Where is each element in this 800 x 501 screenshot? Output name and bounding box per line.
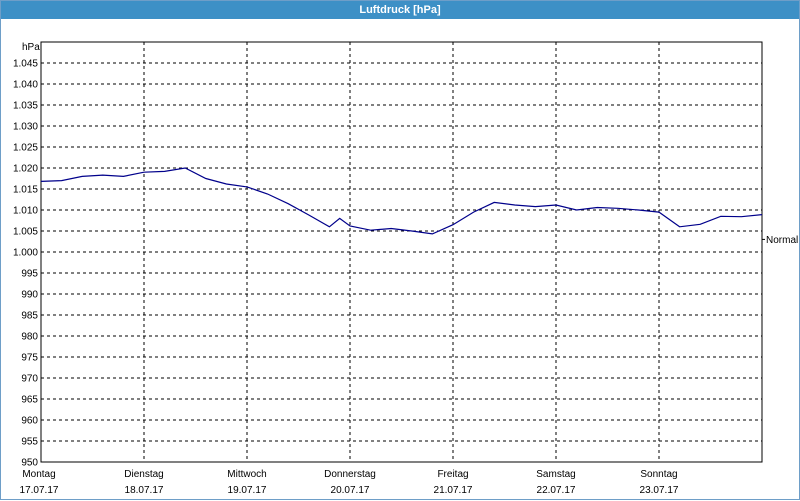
series-group (40, 167, 763, 235)
y-tick-label: 1.025 (13, 143, 38, 154)
x-tick-date: 19.07.17 (228, 485, 267, 496)
y-tick-label: 990 (21, 290, 38, 301)
y-tick-label: 1.005 (13, 227, 38, 238)
x-tick-day: Montag (22, 469, 55, 480)
x-tick-date: 22.07.17 (537, 485, 576, 496)
x-tick-day: Samstag (536, 469, 575, 480)
y-tick-label: 1.000 (13, 248, 38, 259)
y-axis: 950 955 960 965 970 975 980 985 990 995 1.000 1.005… (13, 59, 38, 469)
y-tick-label: 1.040 (13, 80, 38, 91)
x-tick-day: Sonntag (640, 469, 677, 480)
y-tick-label: 1.035 (13, 101, 38, 112)
y-tick-label: 980 (21, 332, 38, 343)
y-tick-label: 1.020 (13, 164, 38, 175)
y-tick-label: 1.015 (13, 185, 38, 196)
y-tick-label: 970 (21, 374, 38, 385)
x-tick-date: 21.07.17 (434, 485, 473, 496)
x-axis: Montag 17.07.17 Dienstag 18.07.17 Mittwoch 19… (20, 469, 679, 496)
x-tick-day: Mittwoch (227, 469, 266, 480)
y-tick-label: 960 (21, 416, 38, 427)
grid (41, 42, 763, 463)
x-tick-day: Donnerstag (324, 469, 376, 480)
x-tick-date: 23.07.17 (640, 485, 679, 496)
series-line (40, 167, 763, 235)
x-tick-date: 18.07.17 (125, 485, 164, 496)
y-tick-label: 975 (21, 353, 38, 364)
y-tick-label: 955 (21, 437, 38, 448)
chart-title: Luftdruck [hPa] (1, 1, 799, 19)
y-tick-label: 1.045 (13, 59, 38, 70)
y-tick-label: 950 (21, 458, 38, 469)
y-axis-label: hPa (22, 42, 40, 53)
x-tick-day: Freitag (437, 469, 468, 480)
y-tick-label: 965 (21, 395, 38, 406)
x-tick-day: Dienstag (124, 469, 163, 480)
y-tick-label: 1.010 (13, 206, 38, 217)
y-tick-label: 985 (21, 311, 38, 322)
y-tick-label: 1.030 (13, 122, 38, 133)
y-tick-label: 995 (21, 269, 38, 280)
reference-label: Normal (766, 235, 798, 246)
reference-line: Normal (762, 235, 798, 246)
x-tick-date: 20.07.17 (331, 485, 370, 496)
x-tick-date: 17.07.17 (20, 485, 59, 496)
